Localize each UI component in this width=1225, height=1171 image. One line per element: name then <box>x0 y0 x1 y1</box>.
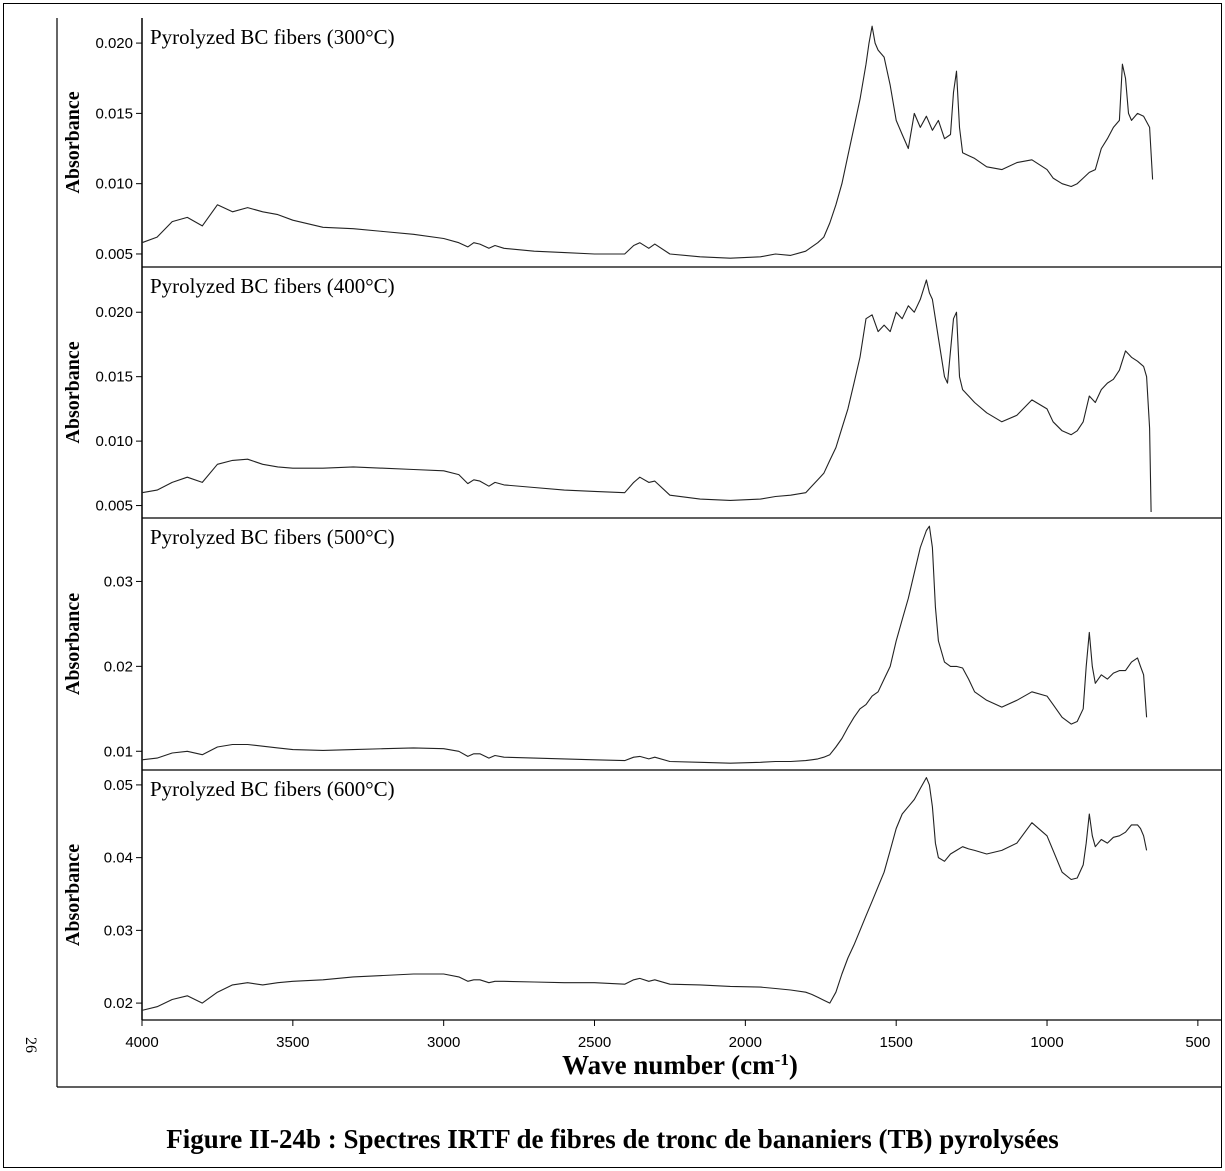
panel-2-ytick-label-3: 0.015 <box>95 369 133 386</box>
panel-2-ytick-label-4: 0.020 <box>95 304 133 321</box>
panel-4-spectrum-line <box>141 777 1148 1011</box>
xtick-label-4: 2500 <box>578 1034 611 1051</box>
panel-1-ytick-label-2: 0.010 <box>95 176 133 193</box>
panel-3-ytick-label-2: 0.02 <box>104 658 133 675</box>
xtick-label-2: 3500 <box>276 1034 309 1051</box>
panel-2-title: Pyrolyzed BC fibers (400°C) <box>150 274 395 298</box>
panel-2-spectrum-line <box>141 279 1152 513</box>
panel-4-ytick-label-4: 0.05 <box>104 777 133 794</box>
figure-frame <box>3 3 1222 1168</box>
panel-3-ytick-label-1: 0.01 <box>104 743 133 760</box>
xtick-label-5: 2000 <box>729 1034 762 1051</box>
xtick-label-7: 1000 <box>1030 1034 1063 1051</box>
xtick-label-3: 3000 <box>427 1034 460 1051</box>
panel-3-spectrum-line <box>141 525 1148 764</box>
xtick-label-1: 4000 <box>125 1034 158 1051</box>
panel-2-ylabel: Absorbance <box>62 341 84 443</box>
x-axis-label: Wave number (cm-1) <box>562 1050 798 1081</box>
panel-1-spectrum-line <box>141 25 1154 259</box>
panel-3-ylabel: Absorbance <box>62 593 84 695</box>
panel-4-ylabel: Absorbance <box>62 844 84 946</box>
page-number: 26 <box>22 1037 39 1053</box>
panel-3-title: Pyrolyzed BC fibers (500°C) <box>150 525 395 549</box>
panel-1-ytick-label-3: 0.015 <box>95 105 133 122</box>
panel-3-ytick-label-3: 0.03 <box>104 573 133 590</box>
panel-4-ytick-label-2: 0.03 <box>104 922 133 939</box>
panel-2-ytick-label-2: 0.010 <box>95 433 133 450</box>
panel-4-ytick-label-1: 0.02 <box>104 995 133 1012</box>
panel-1-ytick-label-4: 0.020 <box>95 35 133 52</box>
xtick-label-8: 500 <box>1185 1034 1210 1051</box>
figure-caption: Figure II-24b : Spectres IRTF de fibres … <box>166 1124 1059 1154</box>
panel-2-ytick-label-1: 0.005 <box>95 498 133 515</box>
panel-1-ytick-label-1: 0.005 <box>95 246 133 263</box>
panel-1-title: Pyrolyzed BC fibers (300°C) <box>150 25 395 49</box>
xtick-label-6: 1500 <box>880 1034 913 1051</box>
panel-4-ytick-label-3: 0.04 <box>104 850 133 867</box>
panel-4-title: Pyrolyzed BC fibers (600°C) <box>150 777 395 801</box>
panel-1-ylabel: Absorbance <box>62 91 84 193</box>
